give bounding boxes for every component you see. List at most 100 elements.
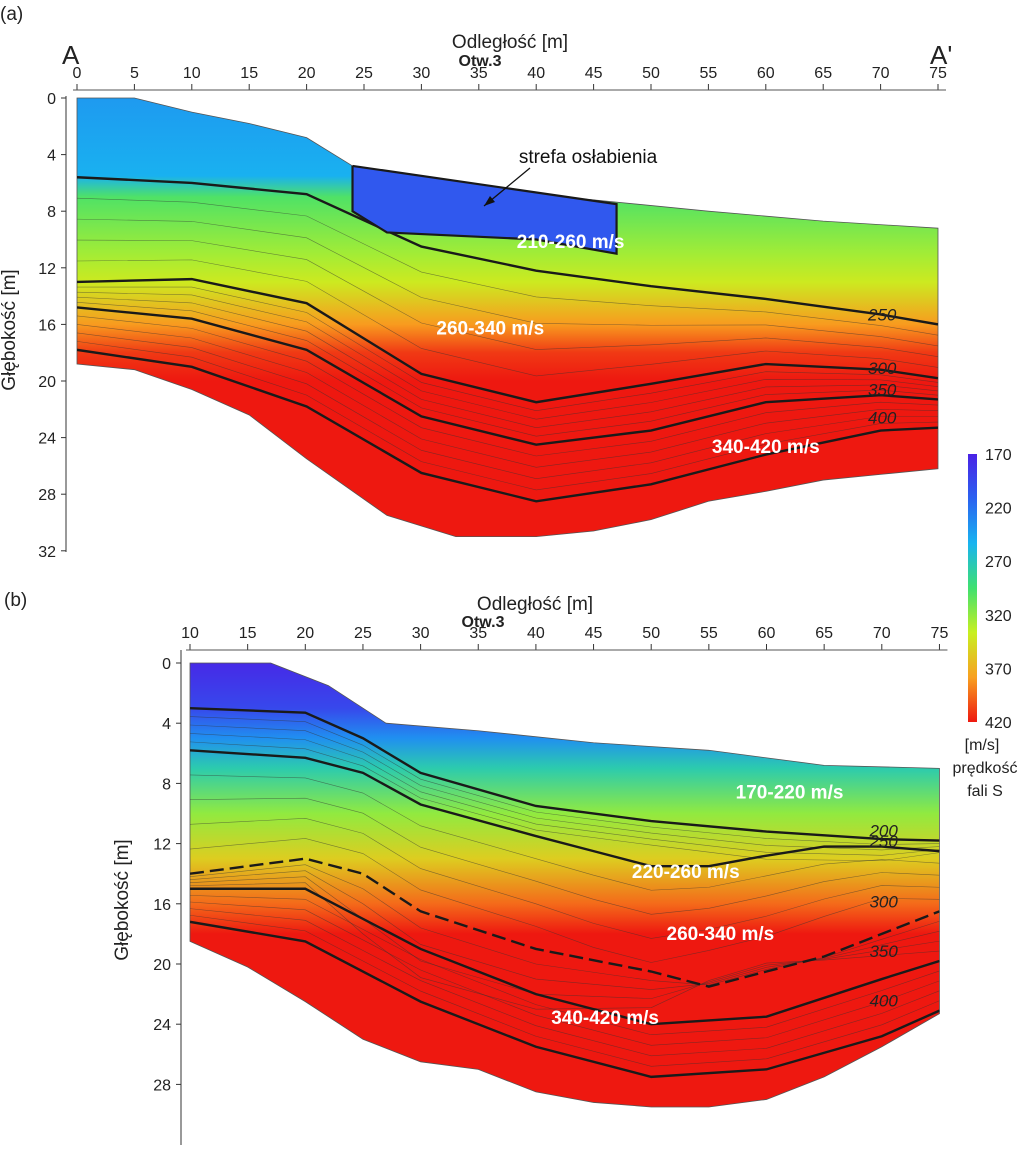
minor-contour-line [190,838,940,963]
minor-contour-line [190,818,940,939]
minor-contour-line [77,324,938,468]
y-tick-label: 32 [38,544,56,561]
x-tick-label: 15 [239,625,257,642]
y-tick-label: 12 [153,837,171,854]
y-axis-title-b: Głębokość [m] [112,839,133,960]
isoline-label: 350 [868,380,897,399]
x-tick-label: 30 [412,625,430,642]
colorbar-gradient [968,454,977,722]
zone-label: 220-260 m/s [632,862,740,883]
y-tick-label: 24 [38,431,56,448]
x-tick-label: 75 [931,625,949,642]
endpoint-right-label: A' [930,40,952,70]
colorbar-tick-label: 370 [985,661,1012,678]
x-axis-title-a: Odległość [m] [452,32,568,53]
colorbar-tick-label: 320 [985,608,1012,625]
minor-contour-line [77,286,938,412]
minor-contour-line [190,774,940,891]
minor-contour-line [77,332,938,479]
minor-contour-line [77,315,938,457]
isoline-250 [77,176,938,326]
y-tick-label: 16 [153,897,171,914]
colorbar-caption-line1: prędkość [953,760,1018,777]
x-tick-label: 0 [73,65,82,82]
isoline-250 [190,749,940,868]
x-tick-label: 10 [183,65,201,82]
colorbar-tick-label: 420 [985,715,1012,732]
y-axis-title-a: Głębokość [m] [0,269,20,390]
x-tick-labels-a: 0 5 10 15 20 25 30 35 40 45 50 55 60 65 70 75 [73,65,947,91]
zone-label: 210-260 m/s [517,232,625,253]
minor-contour-line [190,870,940,990]
minor-contour-line [77,218,938,347]
minor-contour-line [190,882,940,1010]
major-contours [77,176,938,503]
minor-contour-line [190,797,940,915]
velocity-section-a [76,97,939,538]
minor-contour-line [190,908,940,1057]
zone-labels-a: 210-260 m/s 260-340 m/s 340-420 m/s [436,232,819,458]
x-tick-label: 50 [642,625,660,642]
x-tick-label: 65 [814,65,832,82]
x-tick-label: 35 [470,65,488,82]
zone-label: 340-420 m/s [551,1008,659,1029]
isolines-a: 250 300 350 400 [77,164,938,503]
minor-contour-line [190,901,940,1046]
zone-label: 260-340 m/s [436,318,544,339]
y-tick-label: 8 [162,776,171,793]
x-tick-label: 25 [355,65,373,82]
y-tick-label: 12 [38,261,56,278]
isoline-400 [77,348,938,503]
colorbar: 170 220 270 320 370 420 [m/s] prędkość fali S [953,447,1018,800]
x-tick-label: 50 [642,65,660,82]
x-tick-label: 65 [815,625,833,642]
velocity-section-b [189,662,940,1108]
y-tick-labels-b: 0 4 8 12 16 20 24 28 [153,650,182,1145]
minor-contour-line [77,197,938,336]
x-tick-label: 40 [527,625,545,642]
x-tick-label: 40 [527,65,545,82]
x-tick-label: 15 [240,65,258,82]
x-tick-label: 55 [700,65,718,82]
y-tick-label: 16 [38,317,56,334]
isoline-200 [190,706,940,842]
isoline-400 [190,920,940,1079]
colorbar-unit: [m/s] [965,737,1000,754]
minor-contour-line [190,741,940,862]
x-axis-title-b: Odległość [m] [477,594,593,615]
minor-contours [77,197,938,491]
endpoint-left-label: A [62,40,80,70]
y-tick-label: 0 [47,91,56,108]
x-tick-label: 45 [585,625,603,642]
isoline-label: 200 [868,822,898,841]
weak-zone-label: strefa osłabienia [519,147,658,168]
minor-contour-line [77,302,938,437]
zone-labels-b: 170-220 m/s 220-260 m/s 260-340 m/s 340-420… [551,782,843,1029]
x-tick-label: 20 [296,625,314,642]
zone-label: 170-220 m/s [736,782,844,803]
colorbar-tick-label: 270 [985,554,1012,571]
x-tick-label: 70 [873,625,891,642]
weak-zone-arrowhead [484,196,495,206]
isoline-label: 250 [868,832,898,851]
y-tick-label: 8 [47,204,56,221]
x-tick-label: 30 [413,65,431,82]
isoline-label: 400 [869,992,898,1011]
x-tick-label: 60 [757,65,775,82]
minor-contour-line [190,914,940,1067]
x-tick-label: 10 [181,625,199,642]
y-tick-label: 20 [153,957,171,974]
velocity-field [77,98,938,537]
x-tick-label: 35 [469,625,487,642]
panel-a: (a) Odległość [m] A A' Otw.3 0 5 10 15 20 25 3… [0,4,952,561]
minor-contours [190,716,940,1067]
borehole-label-a: Otw.3 [459,53,502,70]
minor-contour-line [77,239,938,357]
x-tick-label: 60 [758,625,776,642]
isoline-label: 400 [868,409,897,428]
minor-contour-line [190,876,940,999]
panel-label-b: (b) [4,590,27,611]
x-tick-label: 20 [298,65,316,82]
minor-contour-line [190,716,940,845]
